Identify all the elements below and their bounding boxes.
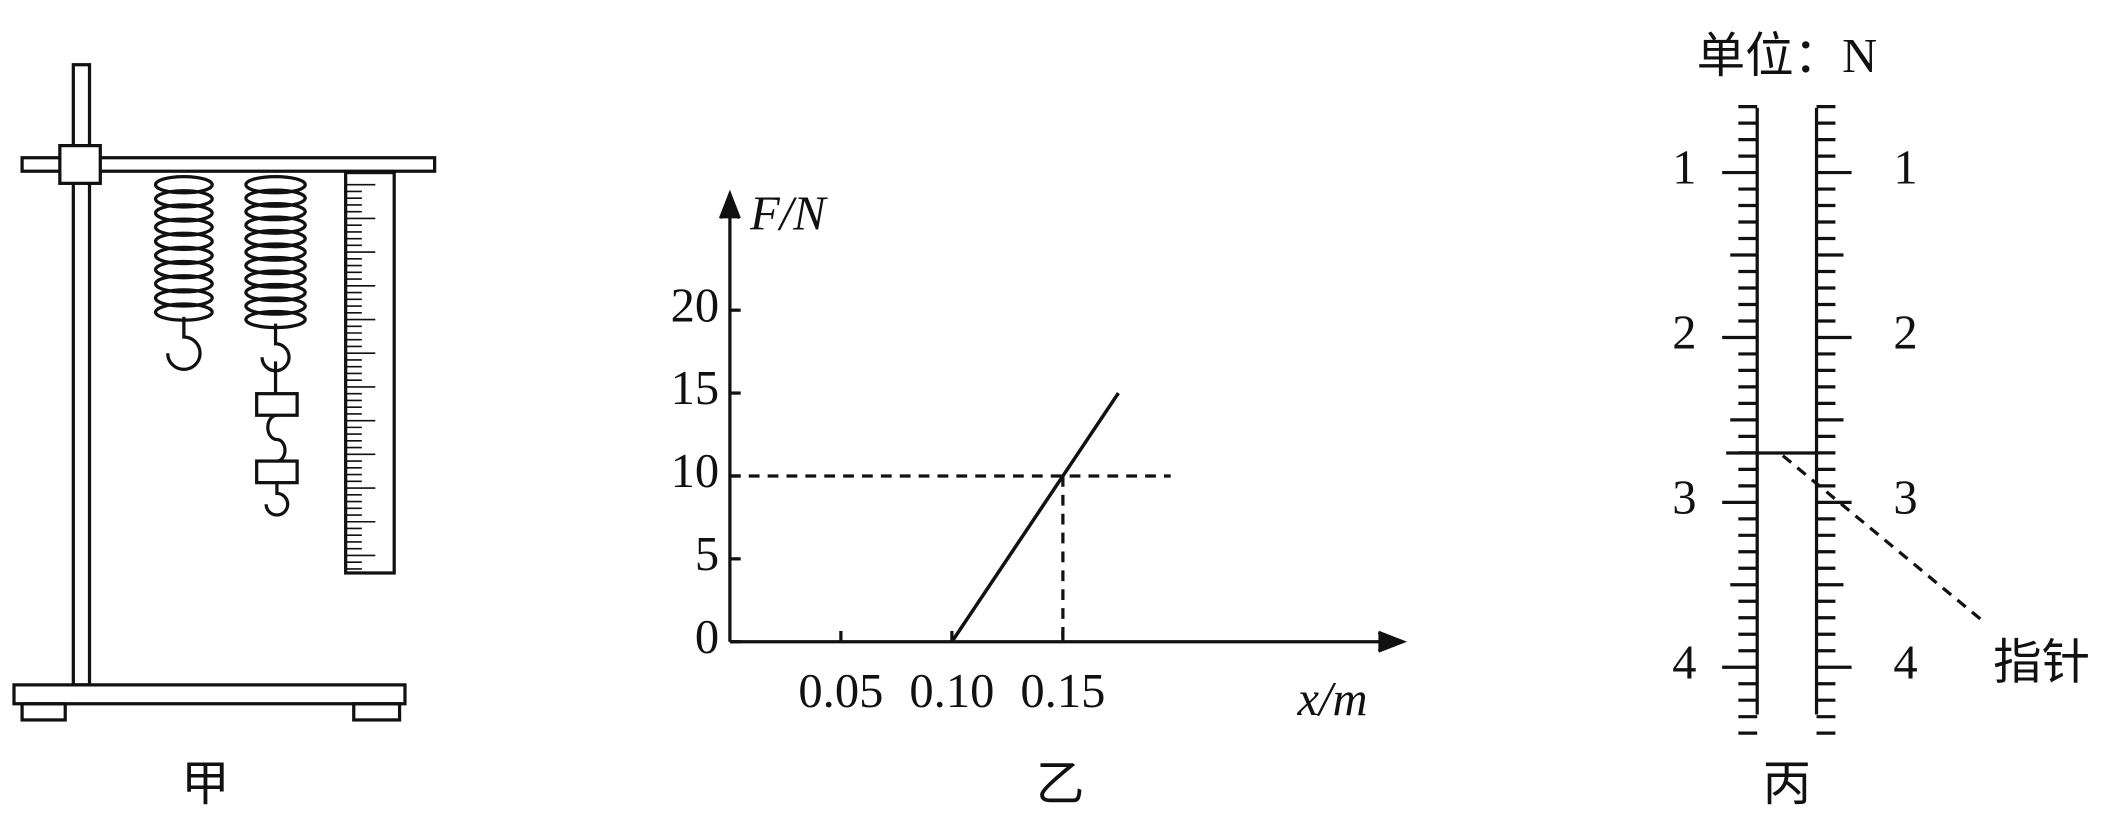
x-tick-label: 0.15 xyxy=(1020,665,1105,718)
scale-label: 3 xyxy=(1672,471,1696,524)
base xyxy=(12,683,407,706)
x-tick-label: 0.10 xyxy=(909,665,994,718)
coil xyxy=(153,174,214,195)
coil xyxy=(153,189,214,209)
coil xyxy=(244,201,307,222)
scale-label: 4 xyxy=(1893,636,1917,689)
coil xyxy=(244,188,307,208)
coil xyxy=(244,255,307,276)
scale-label: 4 xyxy=(1672,636,1696,689)
caption: 甲 xyxy=(181,758,230,811)
foot xyxy=(352,702,402,722)
spring-scale: 单位：N 指针 1 2 3 4 1 2 3 4 xyxy=(1672,30,2090,735)
hook xyxy=(260,323,291,394)
hook xyxy=(264,482,290,517)
coil xyxy=(244,296,307,316)
arm xyxy=(20,156,437,173)
y-tick-label: 20 xyxy=(671,279,720,332)
apparatus xyxy=(12,63,437,722)
chart: F/N x/m 0 5 10 15 20 0.05 0.10 0.15 xyxy=(671,188,1408,726)
coil xyxy=(244,228,307,249)
x-arrow xyxy=(1377,630,1408,653)
scale-label: 1 xyxy=(1893,142,1917,195)
coil xyxy=(153,302,214,322)
coil xyxy=(244,242,307,262)
coil xyxy=(153,231,214,252)
clamp xyxy=(58,143,102,185)
x-tick-label: 0.05 xyxy=(798,665,883,718)
coil xyxy=(153,288,214,308)
link xyxy=(266,413,287,463)
y-tick-label: 0 xyxy=(695,611,719,664)
weight xyxy=(255,392,299,417)
coil xyxy=(153,259,214,280)
coil xyxy=(244,174,307,195)
coil xyxy=(244,269,307,289)
scale-label: 3 xyxy=(1893,471,1917,524)
caption: 乙 xyxy=(1036,758,1085,811)
x-axis-label: x/m xyxy=(1296,673,1367,726)
pointer-leader xyxy=(1781,454,1987,625)
coil xyxy=(153,203,214,223)
coil xyxy=(153,245,214,266)
data-line xyxy=(950,392,1120,643)
coil xyxy=(153,217,214,237)
y-tick-label: 15 xyxy=(671,362,720,415)
scale-label: 2 xyxy=(1672,307,1696,360)
unit-label: 单位：N xyxy=(1697,30,1878,83)
y-arrow xyxy=(718,189,741,219)
hook xyxy=(166,316,202,371)
pointer-label: 指针 xyxy=(1993,636,2090,689)
coil xyxy=(244,309,307,330)
y-tick-label: 10 xyxy=(671,445,720,498)
coil xyxy=(153,274,214,294)
caption: 丙 xyxy=(1763,758,1812,811)
coil xyxy=(244,282,307,303)
y-axis-label: F/N xyxy=(749,188,828,241)
scale-label: 2 xyxy=(1893,307,1917,360)
foot xyxy=(20,702,67,722)
scale-label: 1 xyxy=(1672,142,1696,195)
coil xyxy=(244,215,307,235)
y-tick-label: 5 xyxy=(695,528,719,581)
